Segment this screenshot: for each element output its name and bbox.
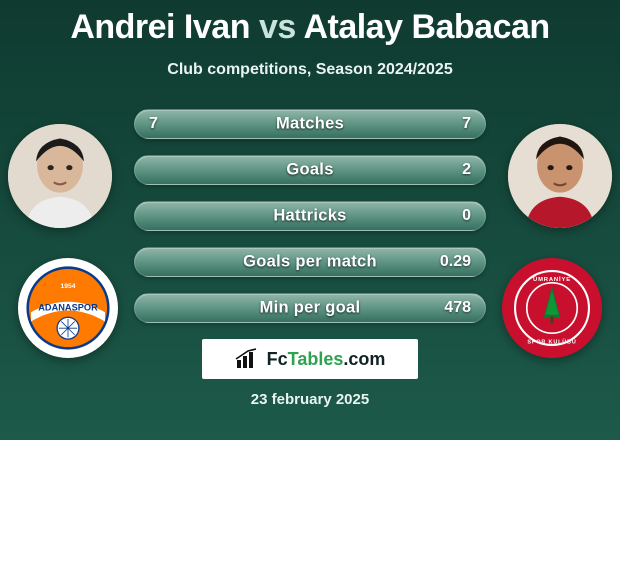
comparison-card: Andrei Ivan vs Atalay Babacan Club compe… [0, 0, 620, 440]
stat-right-value: 0.29 [440, 253, 471, 271]
brand-fc: Fc [267, 349, 288, 369]
stat-row-matches: 7 Matches 7 [134, 109, 486, 139]
stat-left-value: 7 [149, 115, 158, 133]
title-vs: vs [259, 8, 296, 46]
stat-label: Hattricks [273, 207, 346, 226]
subtitle: Club competitions, Season 2024/2025 [0, 61, 620, 79]
svg-text:SPOR KULÜBÜ: SPOR KULÜBÜ [527, 338, 576, 345]
stat-right-value: 0 [462, 207, 471, 225]
stat-label: Goals per match [243, 253, 377, 272]
brand-dotcom: .com [343, 349, 385, 369]
page-title: Andrei Ivan vs Atalay Babacan [0, 8, 620, 47]
team-left-logo: ADANASPOR 1954 [18, 258, 118, 358]
svg-text:1954: 1954 [61, 283, 76, 290]
stat-row-goals: Goals 2 [134, 155, 486, 185]
stat-right-value: 2 [462, 161, 471, 179]
brand-badge[interactable]: FcTables.com [202, 339, 418, 379]
stat-label: Matches [276, 115, 344, 134]
stat-right-value: 7 [462, 115, 471, 133]
svg-text:ADANASPOR: ADANASPOR [38, 303, 98, 313]
title-player1: Andrei Ivan [70, 8, 250, 46]
adanaspor-logo-icon: ADANASPOR 1954 [26, 266, 110, 350]
stat-row-gpm: Goals per match 0.29 [134, 247, 486, 277]
date-label: 23 february 2025 [0, 391, 620, 408]
stats-bars: 7 Matches 7 Goals 2 Hattricks 0 Goals pe… [134, 109, 486, 323]
avatar-left-icon [8, 124, 112, 228]
player-right-avatar [508, 124, 612, 228]
avatar-right-icon [508, 124, 612, 228]
svg-text:ÜMRANİYE: ÜMRANİYE [533, 276, 571, 283]
umraniye-logo-icon: ÜMRANİYE SPOR KULÜBÜ [510, 266, 594, 350]
stat-right-value: 478 [444, 299, 471, 317]
title-player2: Atalay Babacan [303, 8, 549, 46]
team-right-logo: ÜMRANİYE SPOR KULÜBÜ [502, 258, 602, 358]
brand-text: FcTables.com [267, 349, 386, 370]
brand-tables: Tables [288, 349, 344, 369]
player-left-avatar [8, 124, 112, 228]
stat-label: Goals [286, 161, 333, 180]
stat-label: Min per goal [260, 299, 361, 318]
bar-chart-icon [235, 348, 261, 370]
stat-row-hattricks: Hattricks 0 [134, 201, 486, 231]
stat-row-mpg: Min per goal 478 [134, 293, 486, 323]
